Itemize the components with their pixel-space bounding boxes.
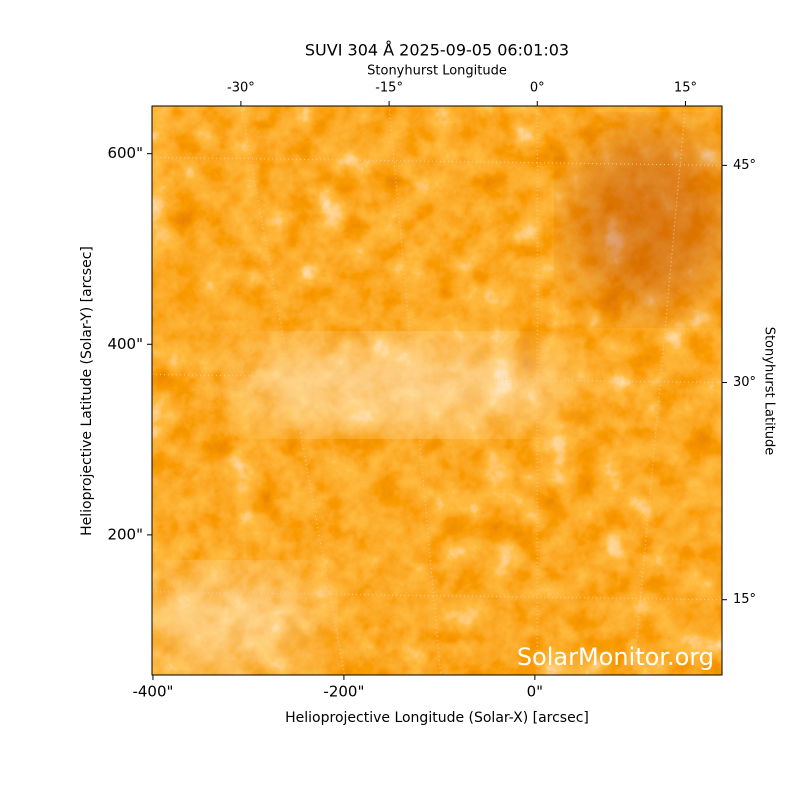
y2-tick-label: 30° [733, 375, 756, 390]
x-tick-label: -400" [132, 683, 173, 701]
axes-frame [151, 105, 723, 676]
bright-region [152, 570, 320, 670]
y-tick-label: 400" [107, 335, 143, 353]
bright-region [230, 340, 570, 430]
y2-tick-label: 15° [733, 592, 756, 607]
y2-tick-label: 45° [733, 158, 756, 173]
watermark: SolarMonitor.org [517, 643, 714, 671]
x2-tick-label: -30° [227, 81, 255, 96]
x-tick-label: -200" [323, 683, 364, 701]
y-tick-label: 600" [107, 144, 143, 162]
y2-axis-label: Stonyhurst Latitude [762, 327, 777, 456]
y-tick-label: 200" [107, 525, 143, 543]
x2-tick-label: 15° [674, 81, 697, 96]
y-axis-label: Helioprojective Latitude (Solar-Y) [arcs… [79, 246, 95, 536]
x2-tick-label: 0° [530, 81, 545, 96]
longitude-grid-line [240, 106, 346, 675]
x2-tick-label: -15° [375, 81, 403, 96]
longitude-grid-line [388, 106, 442, 675]
solar-image [152, 106, 722, 675]
x-axis-label: Helioprojective Longitude (Solar-X) [arc… [285, 710, 589, 726]
x-tick-label: 0" [527, 683, 543, 701]
coordinate-grid [152, 106, 722, 675]
chart-title: SUVI 304 Å 2025-09-05 06:01:03 [305, 41, 569, 60]
x2-axis-label: Stonyhurst Longitude [367, 64, 507, 79]
dark-region [570, 130, 722, 310]
longitude-grid-line [632, 106, 686, 675]
